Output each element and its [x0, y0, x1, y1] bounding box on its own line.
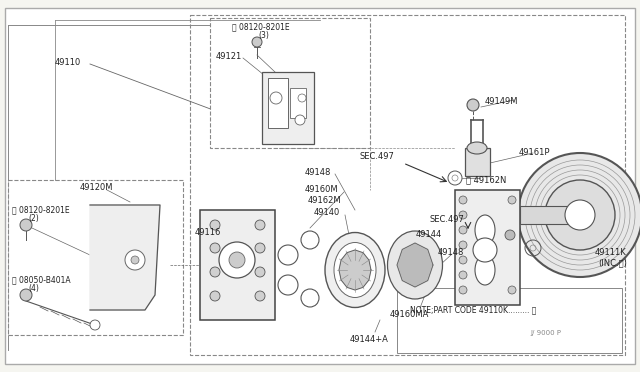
Ellipse shape [475, 255, 495, 285]
Ellipse shape [475, 215, 495, 245]
Circle shape [270, 92, 282, 104]
Circle shape [459, 241, 467, 249]
Text: Ⓑ 08120-8201E: Ⓑ 08120-8201E [12, 205, 70, 214]
Circle shape [545, 180, 615, 250]
Text: ⓐ 49162N: ⓐ 49162N [466, 175, 506, 184]
Polygon shape [339, 250, 371, 290]
Circle shape [210, 243, 220, 253]
Circle shape [255, 291, 265, 301]
Text: 49161P: 49161P [519, 148, 550, 157]
Circle shape [20, 219, 32, 231]
Text: SEC.497: SEC.497 [430, 215, 465, 224]
Text: 49160M: 49160M [305, 185, 339, 194]
Circle shape [295, 115, 305, 125]
Text: 49144: 49144 [416, 230, 442, 239]
Circle shape [298, 94, 306, 102]
Bar [290, 88, 306, 118]
Circle shape [459, 256, 467, 264]
Circle shape [473, 238, 497, 262]
Text: 49120M: 49120M [80, 183, 113, 192]
Bar [397, 288, 622, 353]
Bar [190, 15, 625, 355]
Circle shape [210, 267, 220, 277]
Bar [8, 180, 183, 335]
Circle shape [229, 252, 245, 268]
Circle shape [255, 243, 265, 253]
Circle shape [459, 226, 467, 234]
Text: 49148: 49148 [438, 248, 465, 257]
Text: 49121: 49121 [216, 52, 243, 61]
Circle shape [131, 256, 139, 264]
Text: 49140: 49140 [314, 208, 340, 217]
Circle shape [405, 255, 425, 275]
Circle shape [20, 289, 32, 301]
Circle shape [255, 220, 265, 230]
Text: NOTE;PART CODE 49110K......... ⓐ: NOTE;PART CODE 49110K......... ⓐ [410, 305, 536, 314]
Circle shape [565, 200, 595, 230]
Ellipse shape [325, 232, 385, 308]
Ellipse shape [334, 243, 376, 298]
Text: 49160MA: 49160MA [390, 310, 429, 319]
Text: 49144+A: 49144+A [350, 335, 389, 344]
Circle shape [252, 37, 262, 47]
Text: (4): (4) [28, 284, 39, 293]
Circle shape [219, 242, 255, 278]
Circle shape [125, 250, 145, 270]
Text: (3): (3) [258, 31, 269, 40]
Bar [465, 148, 490, 176]
Bar [268, 78, 288, 128]
Bar [200, 210, 275, 320]
Text: (2): (2) [28, 214, 39, 223]
Circle shape [467, 99, 479, 111]
Text: 49116: 49116 [195, 228, 221, 237]
Polygon shape [90, 205, 160, 310]
Circle shape [459, 271, 467, 279]
Polygon shape [397, 243, 433, 287]
Circle shape [255, 267, 265, 277]
Circle shape [508, 196, 516, 204]
Bar [210, 18, 370, 148]
Text: 49110: 49110 [55, 58, 81, 67]
Text: Ⓑ 08050-B401A: Ⓑ 08050-B401A [12, 275, 70, 284]
Circle shape [459, 196, 467, 204]
Text: SEC.497: SEC.497 [360, 152, 395, 161]
Ellipse shape [387, 231, 442, 299]
Circle shape [459, 211, 467, 219]
Text: Ⓑ 08120-8201E: Ⓑ 08120-8201E [232, 22, 290, 31]
Circle shape [210, 291, 220, 301]
Bar [455, 190, 520, 305]
Circle shape [518, 153, 640, 277]
Text: J/ 9000 P: J/ 9000 P [530, 330, 561, 336]
Text: (INC.Ⓑ): (INC.Ⓑ) [598, 258, 627, 267]
Text: 49111K: 49111K [595, 248, 627, 257]
Text: 49162M: 49162M [308, 196, 342, 205]
Bar [520, 206, 580, 224]
Text: 49149M: 49149M [485, 97, 518, 106]
Circle shape [508, 286, 516, 294]
Bar [262, 72, 314, 144]
Circle shape [459, 286, 467, 294]
Text: 49148: 49148 [305, 168, 332, 177]
Ellipse shape [467, 142, 487, 154]
Circle shape [505, 230, 515, 240]
Circle shape [90, 320, 100, 330]
Circle shape [210, 220, 220, 230]
